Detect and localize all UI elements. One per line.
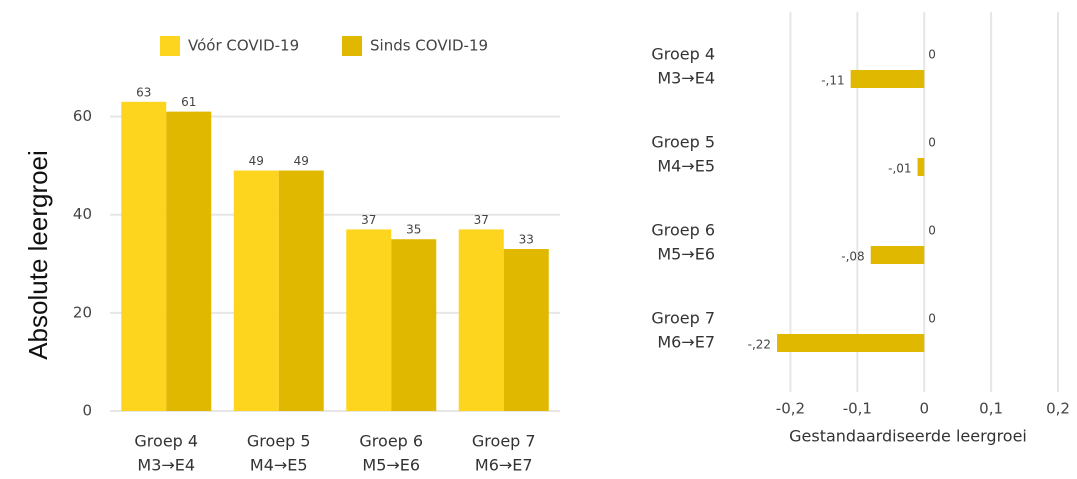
bar <box>233 170 279 411</box>
y-tick-label: M6→E7 <box>657 333 715 352</box>
x-tick-label: 0,1 <box>979 400 1003 418</box>
x-tick-label: M5→E6 <box>362 456 420 475</box>
bar <box>278 170 324 411</box>
x-tick-label: Groep 6 <box>359 432 423 451</box>
value-label: -,11 <box>821 74 844 88</box>
value-label: -,08 <box>841 250 864 264</box>
legend-swatch <box>160 36 180 56</box>
legend-label: Vóór COVID-19 <box>188 37 299 55</box>
y-tick-label: Groep 7 <box>651 309 715 328</box>
value-label: 49 <box>294 154 309 168</box>
bar <box>917 158 925 176</box>
y-tick-label: 60 <box>73 107 92 125</box>
value-label: 35 <box>406 223 421 237</box>
x-tick-label: Groep 4 <box>134 432 198 451</box>
x-tick-label: M4→E5 <box>250 456 308 475</box>
value-label: 0 <box>928 312 936 326</box>
value-label: 61 <box>181 95 196 109</box>
value-label: 0 <box>928 224 936 238</box>
value-label: 49 <box>249 154 264 168</box>
bar <box>850 70 925 88</box>
value-label: -,22 <box>748 338 771 352</box>
y-tick-label: M4→E5 <box>657 157 715 176</box>
x-tick-label: Groep 7 <box>472 432 536 451</box>
value-label: 37 <box>361 213 376 227</box>
bar <box>391 239 437 411</box>
bar <box>346 229 392 411</box>
value-label: 0 <box>928 48 936 62</box>
x-tick-label: M3→E4 <box>137 456 195 475</box>
y-tick-label: M5→E6 <box>657 245 715 264</box>
bar <box>121 101 167 412</box>
y-tick-label: 40 <box>73 205 92 223</box>
value-label: 37 <box>474 213 489 227</box>
value-label: 63 <box>136 85 151 99</box>
bar <box>503 249 549 411</box>
x-tick-label: -0,1 <box>843 400 872 418</box>
legend-swatch <box>342 36 362 56</box>
bar <box>777 334 925 352</box>
x-tick-label: Groep 5 <box>247 432 311 451</box>
y-tick-label: 20 <box>73 303 92 321</box>
value-label: -,01 <box>888 162 911 176</box>
bar <box>166 111 212 411</box>
y-tick-label: Groep 4 <box>651 45 715 64</box>
x-tick-label: 0 <box>919 400 929 418</box>
x-tick-label: M6→E7 <box>475 456 533 475</box>
y-tick-label: Groep 6 <box>651 221 715 240</box>
bar <box>870 246 925 264</box>
y-tick-label: M3→E4 <box>657 69 715 88</box>
bar <box>458 229 504 411</box>
x-tick-label: -0,2 <box>776 400 805 418</box>
x-axis-title: Gestandaardiseerde leergroei <box>789 427 1027 446</box>
legend-label: Sinds COVID-19 <box>370 37 488 55</box>
y-tick-label: Groep 5 <box>651 133 715 152</box>
x-tick-label: 0,2 <box>1046 400 1070 418</box>
value-label: 33 <box>519 233 534 247</box>
value-label: 0 <box>928 136 936 150</box>
y-tick-label: 0 <box>82 402 92 420</box>
y-axis-title: Absolute leergroei <box>23 150 53 360</box>
